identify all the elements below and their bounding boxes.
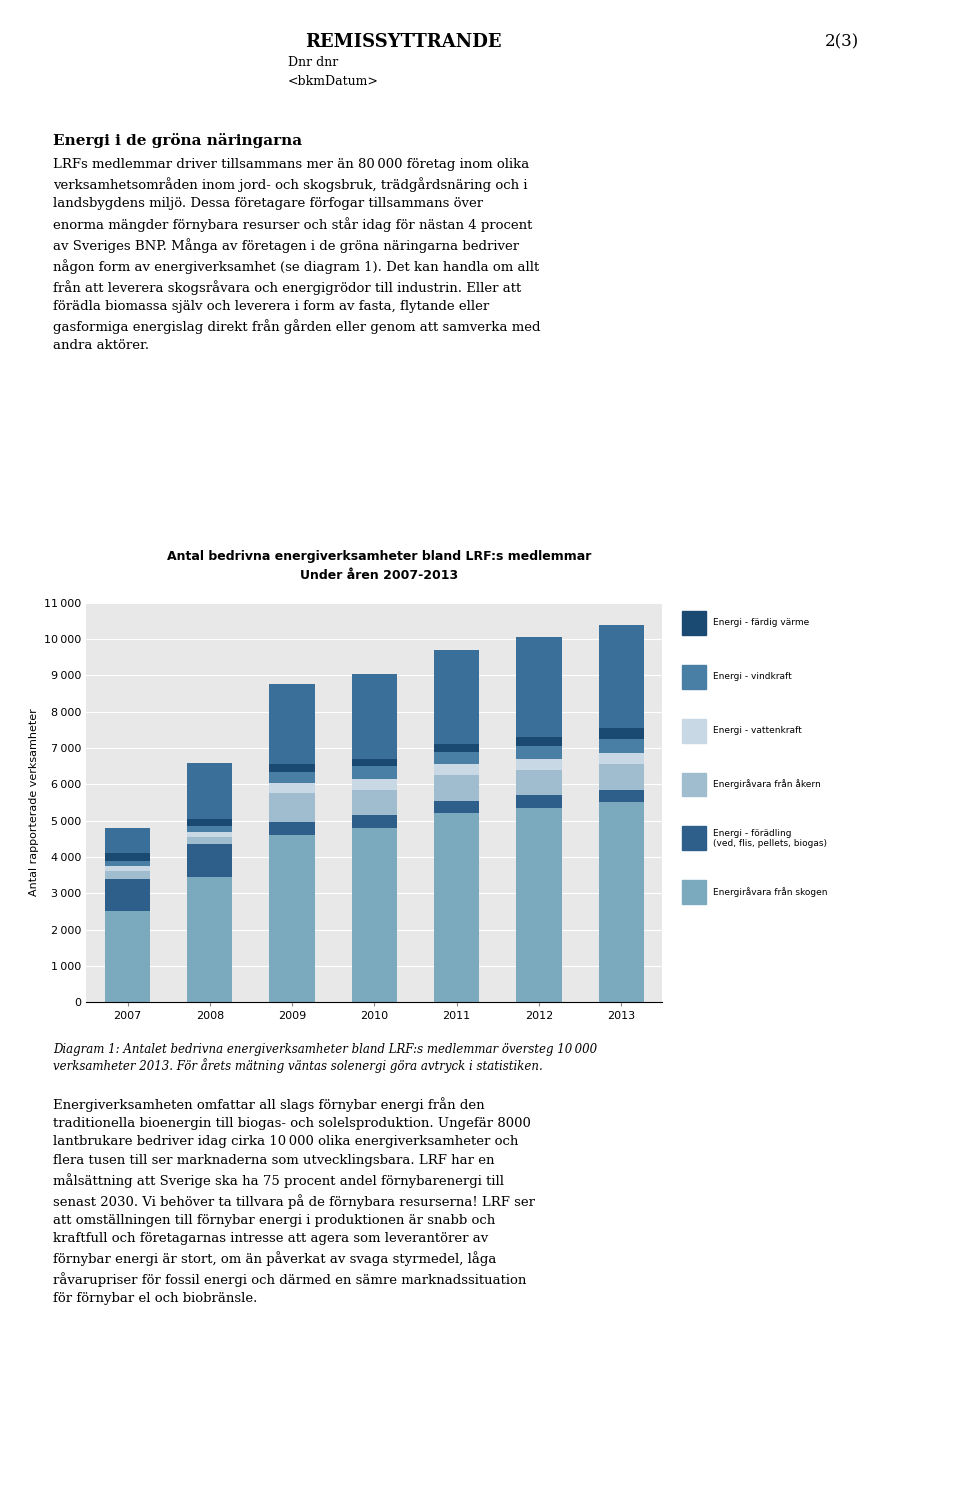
- Bar: [105, 867, 150, 871]
- Bar: [599, 802, 644, 1002]
- FancyBboxPatch shape: [682, 610, 706, 634]
- Bar: [187, 877, 232, 1002]
- Bar: [516, 760, 562, 770]
- Text: Dnr dnr: Dnr dnr: [288, 56, 338, 69]
- Text: REMISSYTTRANDE: REMISSYTTRANDE: [305, 33, 501, 51]
- Bar: [434, 650, 479, 744]
- Bar: [434, 752, 479, 764]
- Bar: [434, 775, 479, 800]
- Text: Energi - vattenkraft: Energi - vattenkraft: [712, 726, 802, 735]
- Bar: [270, 835, 315, 1002]
- Bar: [187, 826, 232, 832]
- Text: Energi i de gröna näringarna: Energi i de gröna näringarna: [53, 133, 302, 148]
- Bar: [351, 827, 397, 1002]
- Text: Diagram 1: Antalet bedrivna energiverksamheter bland LRF:s medlemmar översteg 10: Diagram 1: Antalet bedrivna energiverksa…: [53, 1043, 597, 1073]
- Bar: [351, 674, 397, 760]
- Bar: [599, 728, 644, 738]
- Text: Antal bedrivna energiverksamheter bland LRF:s medlemmar: Antal bedrivna energiverksamheter bland …: [167, 550, 591, 564]
- Bar: [187, 836, 232, 844]
- Bar: [105, 912, 150, 1002]
- Bar: [351, 790, 397, 815]
- Bar: [434, 764, 479, 775]
- Text: Energi - färdig värme: Energi - färdig värme: [712, 618, 809, 627]
- Bar: [516, 796, 562, 808]
- Text: Energi - vindkraft: Energi - vindkraft: [712, 672, 792, 681]
- Bar: [599, 754, 644, 764]
- Bar: [187, 844, 232, 877]
- FancyBboxPatch shape: [682, 719, 706, 743]
- Bar: [599, 624, 644, 728]
- Text: Energiråvara från åkern: Energiråvara från åkern: [712, 779, 821, 790]
- Bar: [270, 823, 315, 835]
- Bar: [516, 637, 562, 737]
- Bar: [599, 790, 644, 802]
- Bar: [187, 818, 232, 826]
- Bar: [351, 766, 397, 779]
- FancyBboxPatch shape: [682, 665, 706, 689]
- Bar: [105, 853, 150, 860]
- Y-axis label: Antal rapporterade verksamheter: Antal rapporterade verksamheter: [29, 708, 38, 897]
- Text: Energiråvara från skogen: Energiråvara från skogen: [712, 888, 828, 897]
- Bar: [105, 860, 150, 867]
- Bar: [105, 871, 150, 879]
- Bar: [270, 772, 315, 782]
- Bar: [351, 760, 397, 766]
- Text: 2(3): 2(3): [825, 33, 859, 50]
- Bar: [516, 770, 562, 796]
- Bar: [599, 738, 644, 754]
- Bar: [270, 793, 315, 823]
- Bar: [516, 746, 562, 760]
- Bar: [516, 737, 562, 746]
- Bar: [351, 815, 397, 827]
- Bar: [270, 684, 315, 764]
- Bar: [187, 832, 232, 836]
- FancyBboxPatch shape: [682, 773, 706, 797]
- Text: Energi - förädling
(ved, flis, pellets, biogas): Energi - förädling (ved, flis, pellets, …: [712, 829, 827, 848]
- Bar: [516, 808, 562, 1002]
- Text: Under åren 2007-2013: Under åren 2007-2013: [300, 568, 458, 582]
- FancyBboxPatch shape: [682, 880, 706, 904]
- Bar: [434, 744, 479, 752]
- Bar: [105, 879, 150, 912]
- Bar: [434, 800, 479, 814]
- Bar: [270, 782, 315, 793]
- Text: <bkmDatum>: <bkmDatum>: [288, 75, 379, 89]
- Text: Energiverksamheten omfattar all slags förnybar energi från den
traditionella bio: Energiverksamheten omfattar all slags fö…: [53, 1097, 535, 1305]
- FancyBboxPatch shape: [682, 826, 706, 850]
- Bar: [351, 779, 397, 790]
- Bar: [105, 827, 150, 853]
- Bar: [599, 764, 644, 790]
- Bar: [270, 764, 315, 772]
- Bar: [434, 814, 479, 1002]
- Text: LRFs medlemmar driver tillsammans mer än 80 000 företag inom olika
verksamhetsom: LRFs medlemmar driver tillsammans mer än…: [53, 158, 540, 353]
- Bar: [187, 763, 232, 818]
